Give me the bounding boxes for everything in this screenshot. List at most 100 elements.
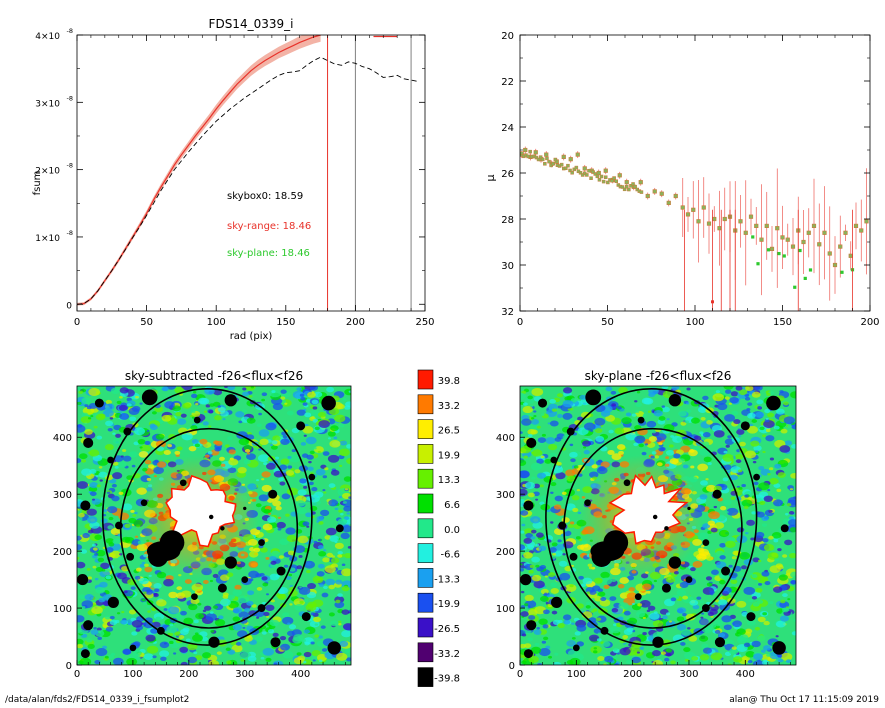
mu-point (638, 180, 643, 185)
noise-blob (562, 387, 573, 394)
noise-blob (642, 583, 652, 591)
noise-blob (719, 579, 726, 585)
mu-ytick-label: 28 (501, 215, 514, 226)
noise-blob (128, 609, 137, 615)
noise-blob (280, 389, 287, 394)
noise-blob (168, 591, 178, 599)
sky-plane-panel: sky-plane -f26<flux<f26 0 100 200 300 400 0 100… (496, 369, 797, 680)
noise-blob (768, 535, 774, 540)
image-ytick-label: 300 (53, 490, 72, 501)
noise-blob (580, 583, 587, 588)
noise-blob (318, 521, 324, 525)
noise-blob (670, 660, 676, 665)
mu-point-secondary (798, 248, 802, 253)
noise-blob (671, 386, 680, 391)
image-ytick-label: 100 (496, 604, 515, 615)
noise-blob (759, 426, 765, 431)
colorbar-swatch (417, 543, 434, 563)
image-ytick-label: 200 (53, 547, 72, 558)
noise-blob (751, 511, 757, 515)
noise-blob (520, 563, 523, 566)
fsum-title: FDS14_0339_i (209, 17, 294, 31)
noise-blob (586, 620, 598, 629)
noise-blob (300, 396, 306, 401)
noise-blob (771, 531, 782, 539)
noise-blob (539, 501, 545, 506)
noise-blob (246, 453, 256, 461)
noise-blob (281, 493, 291, 500)
noise-blob (666, 652, 672, 657)
mu-point (717, 226, 722, 231)
noise-blob (788, 552, 796, 559)
mu-xtick-label: 100 (685, 317, 704, 328)
noise-blob (306, 570, 311, 574)
noise-blob (747, 402, 753, 406)
mu-point (617, 173, 622, 178)
noise-blob (789, 488, 794, 491)
noise-blob (764, 408, 771, 414)
noise-blob (764, 581, 771, 586)
noise-blob (707, 462, 712, 466)
noise-blob (727, 435, 732, 439)
noise-blob (557, 393, 563, 398)
mu-point (743, 230, 748, 235)
mu-point (568, 168, 572, 173)
noise-blob (752, 460, 757, 464)
noise-blob (323, 549, 327, 552)
noise-blob (773, 539, 779, 543)
noise-blob (334, 414, 346, 423)
noise-blob (746, 619, 756, 626)
noise-blob (745, 531, 749, 535)
noise-blob (185, 638, 191, 642)
noise-blob (520, 431, 523, 434)
fsum-xtick-label: 50 (140, 317, 153, 328)
noise-blob (602, 641, 611, 647)
noise-blob (139, 402, 143, 405)
noise-blob (728, 564, 733, 568)
noise-blob (324, 565, 336, 574)
noise-blob (79, 453, 88, 460)
mu-point-secondary (777, 251, 781, 256)
noise-blob (272, 632, 279, 637)
noise-blob (195, 655, 203, 661)
noise-blob (741, 565, 747, 570)
noise-blob (256, 479, 260, 482)
noise-blob (234, 584, 242, 590)
noise-blob (644, 443, 649, 446)
noise-blob (780, 599, 786, 604)
noise-blob (539, 484, 544, 488)
noise-blob (303, 629, 310, 634)
noise-blob (184, 579, 192, 585)
masked-source (668, 394, 682, 407)
noise-blob (328, 584, 335, 590)
noise-blob (566, 659, 574, 665)
noise-blob (733, 419, 741, 425)
noise-blob (524, 643, 532, 649)
noise-blob (166, 386, 177, 390)
noise-blob (110, 387, 120, 395)
noise-blob (335, 652, 348, 661)
noise-blob (570, 564, 574, 567)
noise-blob (699, 600, 705, 604)
mu-point (543, 162, 547, 166)
colorbar-label: -26.5 (434, 624, 460, 635)
noise-blob (180, 610, 187, 616)
noise-blob (572, 507, 579, 513)
noise-blob (176, 418, 187, 425)
noise-blob (150, 424, 158, 430)
noise-blob (260, 656, 265, 660)
image-title: sky-plane -f26<flux<f26 (585, 369, 732, 383)
noise-blob (156, 571, 167, 579)
noise-blob (562, 412, 573, 420)
noise-blob (627, 617, 638, 625)
noise-blob (596, 617, 602, 622)
mu-point (604, 175, 608, 179)
noise-blob (777, 472, 786, 478)
noise-blob (175, 411, 182, 417)
colorbar-label: 0.0 (444, 525, 460, 536)
noise-blob (725, 510, 729, 514)
noise-blob (649, 649, 654, 652)
noise-blob (242, 387, 247, 391)
noise-blob (777, 548, 782, 552)
